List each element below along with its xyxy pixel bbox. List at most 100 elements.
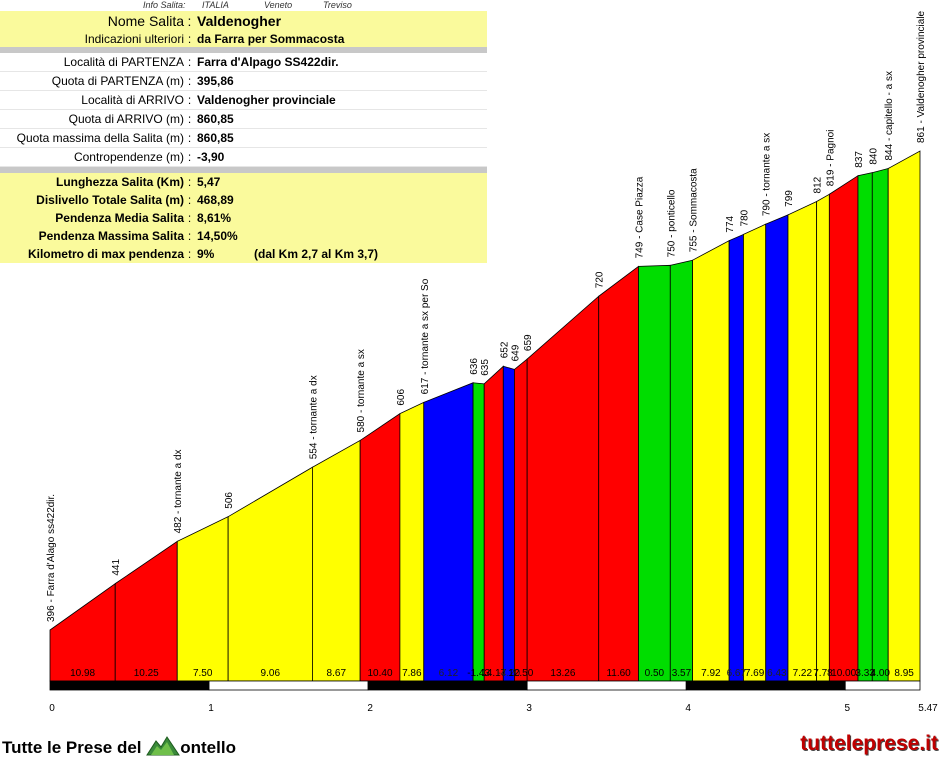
pendenza-media-sep: :	[187, 211, 192, 225]
slope-segment	[312, 439, 361, 682]
point-label: 649	[510, 344, 521, 361]
row-quota-partenza: Quota di PARTENZA (m) : 395,86	[0, 72, 487, 91]
row-quota-max: Quota massima della Salita (m) : 860,85	[0, 129, 487, 148]
info-region: Veneto	[264, 0, 293, 10]
pendenza-max-value: 14,50%	[197, 229, 238, 243]
slope-segment	[502, 365, 515, 682]
grade-label: 3.33	[855, 668, 875, 679]
slope-segment	[857, 172, 873, 682]
footer-brand: Tutte le Prese del ontello	[2, 735, 236, 762]
grade-label: 11.60	[606, 668, 631, 679]
dislivello-value: 468,89	[197, 193, 234, 207]
point-label: 844 - capitello - a sx	[884, 71, 895, 161]
grade-label: -4.20	[497, 668, 520, 679]
slope-segment	[114, 540, 178, 682]
point-label: 774	[725, 215, 736, 232]
slope-segment	[176, 516, 229, 682]
km-max-range: (dal Km 2,7 al Km 3,7)	[254, 247, 379, 261]
km-tick-label: 2	[367, 703, 373, 714]
slope-segment	[887, 150, 921, 682]
km-bar-segment	[49, 680, 210, 691]
quota-partenza-value: 395,86	[197, 74, 234, 88]
point-label: 652	[499, 341, 510, 358]
slope-segment	[483, 365, 504, 682]
point-label: 861 - Valdenogher provinciale	[916, 10, 927, 143]
point-label: 720	[595, 271, 606, 288]
km-bar-segment	[844, 680, 921, 691]
indicazioni-value: da Farra per Sommacosta	[197, 32, 345, 46]
arrivo-label: Località di ARRIVO	[81, 93, 184, 107]
slope-segments	[49, 150, 921, 682]
slope-segment	[598, 265, 639, 682]
slope-segment	[526, 295, 600, 682]
km-tick-label: 4	[685, 703, 691, 714]
row-dislivello: Dislivello Totale Salita (m) : 468,89	[0, 191, 487, 209]
km-max-sep: :	[187, 247, 192, 261]
point-label: 840	[868, 148, 879, 165]
quota-max-label: Quota massima della Salita (m)	[16, 131, 184, 145]
contropendenze-label: Contropendenze (m)	[73, 150, 184, 164]
km-bar-segment	[526, 680, 687, 691]
row-indicazioni: Indicazioni ulteriori : da Farra per Som…	[0, 31, 487, 47]
grade-label: 7.22	[793, 668, 813, 679]
slope-segment	[743, 223, 767, 682]
grade-label: 7.50	[193, 668, 213, 679]
quota-partenza-label: Quota di PARTENZA (m)	[51, 74, 184, 88]
row-quota-arrivo: Quota di ARRIVO (m) : 860,85	[0, 110, 487, 129]
grade-label: 10.00	[831, 668, 856, 679]
pendenza-max-label: Pendenza Massima Salita	[38, 229, 184, 243]
grade-label: 13.26	[550, 668, 575, 679]
slope-segment	[638, 264, 671, 682]
dislivello-sep: :	[187, 193, 192, 207]
km-max-label: Kilometro di max pendenza	[27, 247, 184, 261]
point-label: 819 - Pagnoi	[825, 130, 836, 187]
footer-brand-text-b: ontello	[180, 737, 236, 757]
grade-label: 8.95	[894, 668, 914, 679]
grade-label: 12.50	[508, 668, 533, 679]
grade-label: 10.40	[368, 668, 393, 679]
arrivo-sep: :	[187, 93, 192, 107]
slope-segment	[399, 401, 425, 682]
km-tick-label: 1	[208, 703, 214, 714]
climb-info-table: Nome Salita : Valdenogher Indicazioni ul…	[0, 11, 487, 263]
km-tick-label: 5	[844, 703, 850, 714]
info-country: ITALIA	[202, 0, 229, 10]
grade-label: 4.00	[871, 668, 891, 679]
row-lunghezza: Lunghezza Salita (Km) : 5,47	[0, 173, 487, 191]
footer-brand-text-a: Tutte le Prese del	[2, 737, 147, 757]
info-label: Info Salita:	[143, 0, 186, 10]
point-label: 580 - tornante a sx	[356, 349, 367, 432]
point-label: 799	[784, 190, 795, 207]
point-label: 635	[480, 359, 491, 376]
slope-segment	[816, 193, 830, 682]
quota-partenza-sep: :	[187, 74, 192, 88]
point-label: 554 - tornante a dx	[308, 375, 319, 459]
contropendenze-value: -3,90	[197, 150, 225, 164]
grade-label: 9.06	[261, 668, 281, 679]
grade-labels: 10.98 10.25 7.50 9.06 8.67 10.40 7.86 6.12 -1.43…	[70, 668, 914, 679]
partenza-value: Farra d'Alpago SS422dir.	[197, 55, 339, 69]
divider	[0, 47, 487, 53]
point-label: 606	[396, 389, 407, 406]
point-label: 780	[739, 209, 750, 226]
dislivello-label: Dislivello Totale Salita (m)	[36, 193, 184, 207]
km-bar-segment	[685, 680, 846, 691]
quota-max-sep: :	[187, 131, 192, 145]
slope-segment	[787, 200, 818, 682]
grade-label: 10.25	[134, 668, 159, 679]
slope-segment	[871, 167, 889, 682]
contropendenze-sep: :	[187, 150, 192, 164]
grade-label: -1.43	[467, 668, 490, 679]
slope-segment	[669, 259, 693, 682]
slope-segment	[49, 582, 116, 682]
slope-segment	[472, 382, 485, 682]
point-label: 441	[111, 559, 122, 576]
slope-segment	[423, 382, 474, 682]
km-bar-segment	[367, 680, 528, 691]
grade-label: 3.57	[672, 668, 692, 679]
grade-label: 7.78	[813, 668, 833, 679]
footer-site-link[interactable]: tutteleprese.it	[800, 732, 938, 755]
slope-segment	[359, 412, 401, 682]
point-label: 812	[813, 176, 824, 193]
grade-label: 6.43	[767, 668, 787, 679]
